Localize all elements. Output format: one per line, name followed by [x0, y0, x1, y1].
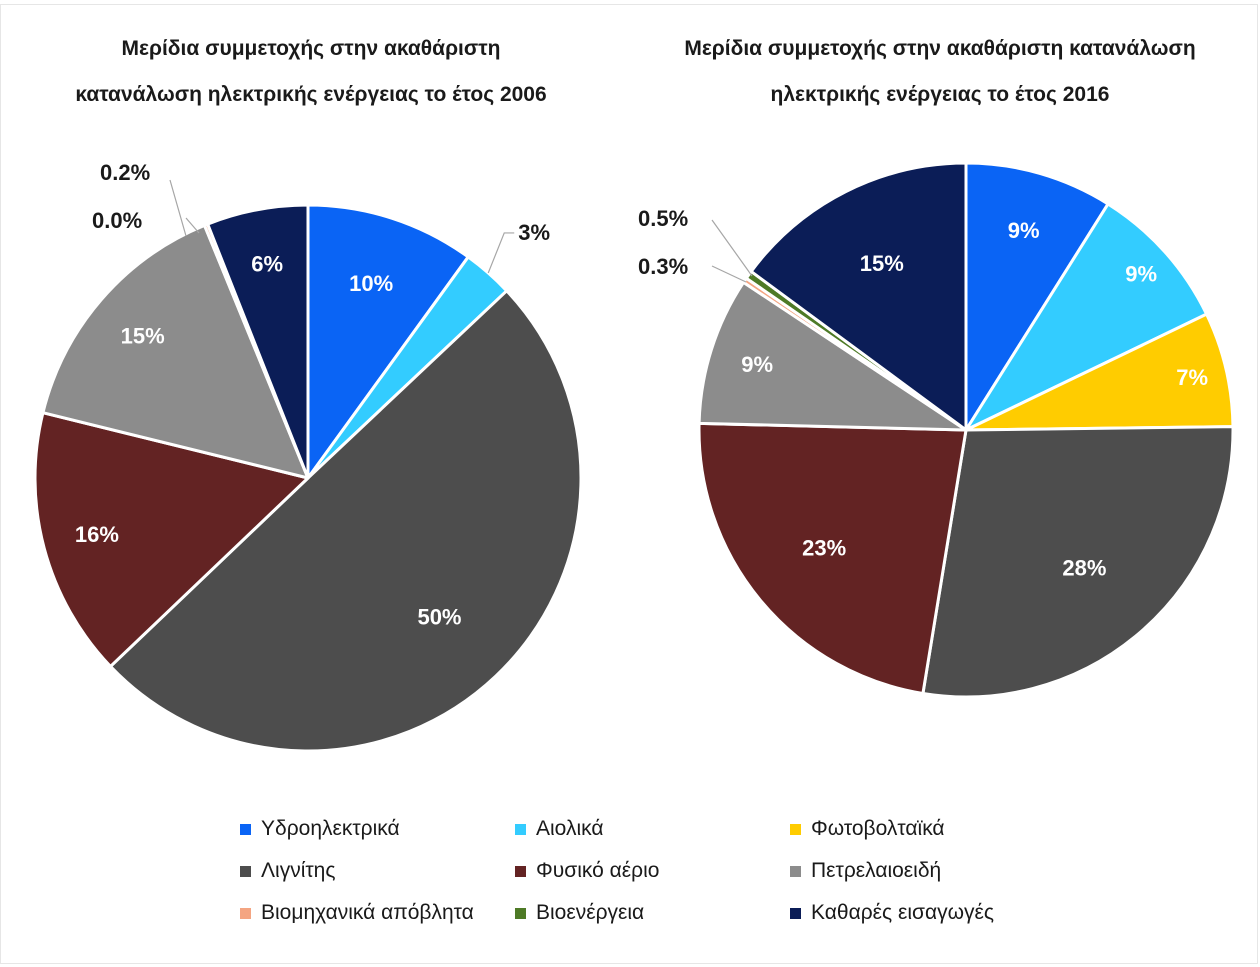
legend-swatch: [240, 907, 251, 919]
legend-swatch: [240, 823, 251, 835]
pie-chart-2016: 9% 9% 7% 28% 23% 9% 0.3% 0.5% 15%: [638, 161, 1235, 699]
slice-label-oil: 15%: [121, 323, 165, 348]
pie-slice-solar: [964, 312, 1235, 432]
leader-line-industrial-waste: [169, 179, 187, 237]
slice-label-natural-gas: 16%: [75, 522, 119, 547]
slice-label-bioenergy: 0.5%: [638, 206, 688, 231]
leader-line-industrial-waste: [711, 265, 747, 283]
legend-item-bioenergy: Βιοενέργεια: [515, 896, 790, 930]
legend-item-natural-gas: Φυσικό αέριο: [515, 854, 790, 888]
pie-slice-lignite: [921, 425, 1235, 699]
legend-label: Βιομηχανικά απόβλητα: [261, 901, 474, 924]
legend-item-lignite: Λιγνίτης: [240, 854, 515, 888]
legend: Υδροηλεκτρικά Αιολικά Φωτοβολταϊκά Λιγνί…: [240, 812, 1060, 930]
pie-slice-net-imports: [749, 161, 968, 432]
slice-label-lignite: 28%: [1062, 556, 1106, 581]
slice-label-bioenergy: 0.0%: [92, 208, 142, 233]
pie-slice-natural-gas: [33, 411, 310, 668]
legend-swatch: [790, 907, 801, 919]
legend-label: Πετρελαιοειδή: [811, 859, 942, 882]
chart-title-2006: Μερίδια συμμετοχής στην ακαθάριστη καταν…: [20, 26, 602, 118]
legend-item-net-imports: Καθαρές εισαγωγές: [790, 896, 1060, 930]
slice-label-lignite: 50%: [417, 605, 461, 630]
chart-title-2016-line-2: ηλεκτρικής ενέργειας το έτος 2016: [770, 83, 1110, 106]
legend-label: Βιοενέργεια: [536, 901, 645, 924]
legend-label: Καθαρές εισαγωγές: [811, 901, 994, 924]
slice-label-industrial-waste: 0.3%: [638, 254, 688, 279]
chart-title-2006-line-2: κατανάλωση ηλεκτρικής ενέργειας το έτος …: [75, 83, 547, 106]
legend-swatch: [790, 865, 801, 877]
slice-label-wind: 9%: [1125, 261, 1157, 286]
legend-item-wind: Αιολικά: [515, 812, 790, 846]
slice-label-wind: 3%: [518, 220, 550, 245]
legend-item-oil: Πετρελαιοειδή: [790, 854, 1060, 888]
slice-label-solar: 7%: [1176, 365, 1208, 390]
legend-label: Λιγνίτης: [261, 859, 336, 882]
slice-label-oil: 9%: [741, 352, 773, 377]
chart-title-2016-line-1: Μερίδια συμμετοχής στην ακαθάριστη καταν…: [684, 37, 1196, 60]
pie-slice-oil: [697, 280, 968, 432]
legend-item-hydro: Υδροηλεκτρικά: [240, 812, 515, 846]
legend-swatch: [515, 907, 526, 919]
leader-line-wind: [487, 232, 515, 274]
chart-title-2016: Μερίδια συμμετοχής στην ακαθάριστη καταν…: [640, 26, 1240, 118]
slice-label-hydro: 10%: [349, 271, 393, 296]
pie-slice-wind: [964, 202, 1209, 432]
legend-swatch: [515, 865, 526, 877]
slice-label-hydro: 9%: [1008, 218, 1040, 243]
figure-border: [0, 4, 1258, 964]
pie-slice-hydro: [964, 161, 1110, 432]
legend-label: Φωτοβολταϊκά: [811, 817, 945, 840]
pie-slice-net-imports: [206, 203, 310, 480]
pie-slice-lignite: [108, 289, 583, 753]
slice-label-natural-gas: 23%: [802, 536, 846, 561]
legend-label: Φυσικό αέριο: [536, 859, 660, 882]
legend-swatch: [515, 823, 526, 835]
legend-label: Υδροηλεκτρικά: [261, 817, 400, 840]
slice-label-industrial-waste: 0.2%: [100, 160, 150, 185]
legend-label: Αιολικά: [536, 817, 604, 840]
chart-title-2006-line-1: Μερίδια συμμετοχής στην ακαθάριστη: [121, 37, 501, 60]
pie-chart-2006: 10% 3% 50% 16% 15% 0.2% 0.0% 6%: [33, 160, 583, 753]
pie-slice-oil: [41, 223, 310, 480]
legend-swatch: [240, 865, 251, 877]
legend-item-solar: Φωτοβολταϊκά: [790, 812, 1060, 846]
slice-label-net-imports: 6%: [251, 251, 283, 276]
slice-label-net-imports: 15%: [860, 251, 904, 276]
legend-item-industrial-waste: Βιομηχανικά απόβλητα: [240, 896, 515, 930]
pie-slice-natural-gas: [697, 421, 968, 696]
leader-line-bioenergy: [185, 217, 200, 234]
legend-swatch: [790, 823, 801, 835]
pie-slice-hydro: [306, 203, 470, 480]
leader-line-bioenergy: [711, 219, 753, 277]
